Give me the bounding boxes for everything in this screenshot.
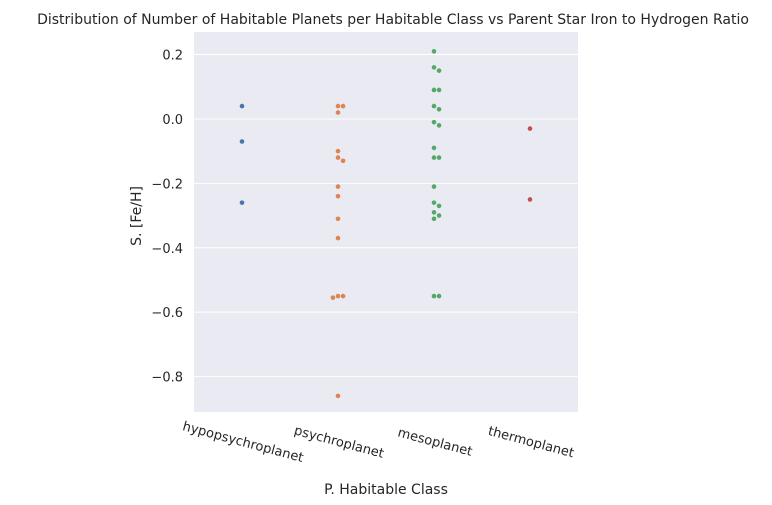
data-point <box>436 123 442 128</box>
data-point <box>431 293 437 299</box>
data-point <box>436 68 442 73</box>
data-point <box>527 197 533 202</box>
data-point <box>335 235 341 241</box>
data-point <box>335 155 341 160</box>
data-point <box>335 393 341 399</box>
data-point <box>239 200 245 205</box>
data-point <box>340 293 346 299</box>
data-point <box>431 200 437 205</box>
data-point <box>431 103 437 109</box>
data-point <box>431 145 437 151</box>
y-tick-label: −0.2 <box>151 177 183 192</box>
data-point <box>431 216 437 222</box>
data-point <box>431 119 437 125</box>
data-point <box>436 213 442 218</box>
x-tick-label: hypopsychroplanet <box>181 419 305 466</box>
y-axis-label: S. [Fe/H] <box>129 186 145 246</box>
data-point <box>431 155 437 160</box>
data-point <box>340 158 346 164</box>
x-tick-label: mesoplanet <box>396 425 474 459</box>
y-gridlines <box>194 54 578 378</box>
x-tick-label: psychroplanet <box>292 423 385 461</box>
data-point <box>239 103 245 109</box>
data-point <box>431 65 437 70</box>
data-point <box>330 295 336 300</box>
y-tick-label: −0.6 <box>151 306 183 321</box>
data-point <box>436 203 442 209</box>
data-point <box>340 103 346 109</box>
data-point <box>335 293 341 299</box>
data-point <box>431 87 437 93</box>
data-points <box>239 49 533 399</box>
y-tick-label: −0.8 <box>151 371 183 386</box>
data-point <box>335 148 341 154</box>
x-tick-label: thermoplanet <box>486 424 575 461</box>
data-point <box>335 103 341 109</box>
data-point <box>431 210 437 215</box>
data-point <box>335 110 341 115</box>
data-point <box>436 293 442 299</box>
y-tick-label: 0.2 <box>162 49 183 64</box>
y-tick-labels: 0.2 0.0 −0.2 −0.4 −0.6 −0.8 <box>151 49 183 386</box>
data-point <box>436 106 442 112</box>
data-point <box>436 155 442 160</box>
data-point <box>431 184 437 189</box>
data-point <box>436 87 442 93</box>
chart-title: Distribution of Number of Habitable Plan… <box>37 12 749 28</box>
data-point <box>335 193 341 199</box>
data-point <box>527 126 533 131</box>
y-tick-label: −0.4 <box>151 242 183 257</box>
data-point <box>239 139 245 144</box>
data-point <box>431 49 437 54</box>
y-tick-label: 0.0 <box>162 113 183 128</box>
data-point <box>335 184 341 189</box>
plot-area <box>194 32 578 412</box>
x-axis-label: P. Habitable Class <box>324 482 448 498</box>
data-point <box>335 216 341 222</box>
